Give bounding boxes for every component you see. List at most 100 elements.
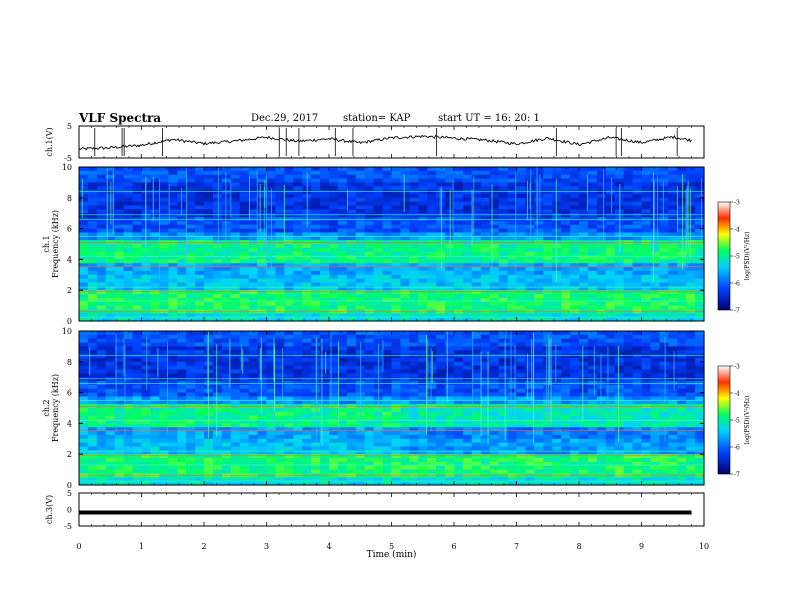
spectrogram-cell — [212, 182, 223, 187]
spectrogram-cell — [382, 190, 393, 195]
spectrogram-cell — [623, 282, 634, 287]
spectrogram-cell — [320, 174, 330, 180]
spectrogram-cell — [579, 346, 589, 351]
spectrogram-cell — [516, 294, 527, 299]
spectrogram-cell — [105, 354, 116, 359]
spectrogram-cell — [311, 228, 321, 234]
spectrogram-cell — [346, 244, 357, 249]
spectrogram-cell — [391, 213, 402, 218]
spectrogram-cell — [337, 178, 348, 183]
spectrogram-cell — [659, 274, 669, 280]
spectrogram-cell — [275, 377, 285, 382]
spectrogram-cell — [659, 213, 669, 218]
spectrogram-cell — [337, 286, 348, 291]
spectrogram-cell — [659, 259, 669, 264]
spectrogram-cell — [230, 178, 241, 183]
spectrogram-cell — [543, 197, 553, 203]
spectrogram-cell — [337, 263, 348, 268]
spectrogram-cell — [409, 186, 419, 191]
spectrogram-cell — [641, 338, 652, 344]
spectrogram-cell — [695, 244, 705, 249]
spectrogram-cell — [159, 205, 169, 210]
spectrogram-cell — [257, 388, 268, 394]
spectrogram-cell — [454, 205, 464, 210]
spectrogram-cell — [275, 338, 285, 344]
spectrogram-cell — [114, 267, 125, 272]
spectrogram-cell — [677, 350, 687, 355]
spectrogram-cell — [79, 415, 89, 421]
spectrogram-cell — [150, 392, 160, 398]
spectrogram-cell — [275, 290, 285, 295]
spectrogram-cell — [579, 209, 589, 214]
spectrogram-cell — [659, 331, 669, 336]
spectrogram-cell — [186, 193, 196, 199]
spectrogram-cell — [561, 290, 571, 295]
spectrogram-cell — [212, 274, 223, 280]
spectrogram-cell — [382, 193, 393, 199]
spectrogram-cell — [150, 232, 160, 237]
spectrogram-cell — [132, 270, 143, 276]
spectrogram-cell — [79, 392, 89, 398]
spectrogram-cell — [462, 396, 473, 401]
spectrogram-cell — [587, 220, 598, 226]
spectrogram-cell — [418, 297, 428, 303]
spectrogram-cell — [561, 224, 571, 230]
spectrogram-cell — [570, 213, 580, 218]
spectrogram-cell — [596, 361, 607, 367]
spectrogram-cell — [677, 400, 687, 405]
spectrogram-cell — [248, 377, 259, 382]
spectrogram-cell — [132, 313, 143, 318]
spectrogram-cell — [543, 361, 553, 367]
spectrogram-cell — [302, 294, 312, 299]
spectrogram-cell — [311, 282, 321, 287]
spectrogram-cell — [79, 174, 89, 180]
spectrogram-cell — [454, 396, 464, 401]
spectrogram-cell — [275, 297, 285, 303]
spectrogram-cell — [96, 267, 107, 272]
spectrogram-cell — [96, 297, 107, 303]
spectrogram-ch2-cells — [79, 331, 705, 486]
spectrogram-cell — [561, 182, 571, 187]
spectrogram-cell — [105, 251, 116, 257]
spectrogram-cell — [364, 209, 375, 214]
spectrogram-cell — [177, 170, 187, 176]
spectrogram-cell — [480, 232, 491, 237]
spectrogram-cell — [114, 290, 125, 295]
spectrogram-cell — [418, 236, 428, 241]
spectrogram-cell — [659, 334, 669, 340]
spectrogram-cell — [275, 263, 285, 268]
spectrogram-cell — [123, 259, 134, 264]
spectrogram-cell — [105, 232, 116, 237]
spectrogram-cell — [623, 369, 634, 374]
spectrogram-cell — [418, 224, 428, 230]
spectrogram-cell — [195, 331, 205, 336]
spectrogram-cell — [186, 431, 196, 436]
spectrogram-cell — [329, 334, 339, 340]
spectrogram-cell — [302, 297, 312, 303]
spectrogram-cell — [346, 190, 357, 195]
spectrogram-cell — [132, 186, 143, 191]
spectrogram-cell — [677, 174, 687, 180]
spectrogram-cell — [186, 274, 196, 280]
spectrogram-cell — [355, 232, 366, 237]
spectrogram-cell — [632, 170, 643, 176]
spectrogram-cell — [579, 286, 589, 291]
spectrogram-cell — [212, 317, 223, 322]
spectrogram-cell — [266, 350, 277, 355]
spectrogram-cell — [373, 255, 384, 260]
spectrogram-cell — [168, 205, 178, 210]
spectrogram-cell — [391, 334, 402, 340]
spectrogram-cell — [96, 170, 107, 176]
spectrogram-cell — [614, 338, 625, 344]
spectrogram-cell — [266, 419, 277, 424]
spectrogram-cell — [123, 274, 134, 280]
spectrogram-cell — [79, 232, 89, 237]
spectrogram-cell — [489, 365, 500, 371]
spectrogram-cell — [221, 178, 232, 183]
spectrogram-cell — [159, 182, 169, 187]
spectrogram-cell — [436, 190, 446, 195]
spectrogram-cell — [150, 361, 160, 367]
spectrogram-cell — [579, 408, 589, 413]
spectrogram-cell — [596, 338, 607, 344]
spectrogram-cell — [570, 334, 580, 340]
